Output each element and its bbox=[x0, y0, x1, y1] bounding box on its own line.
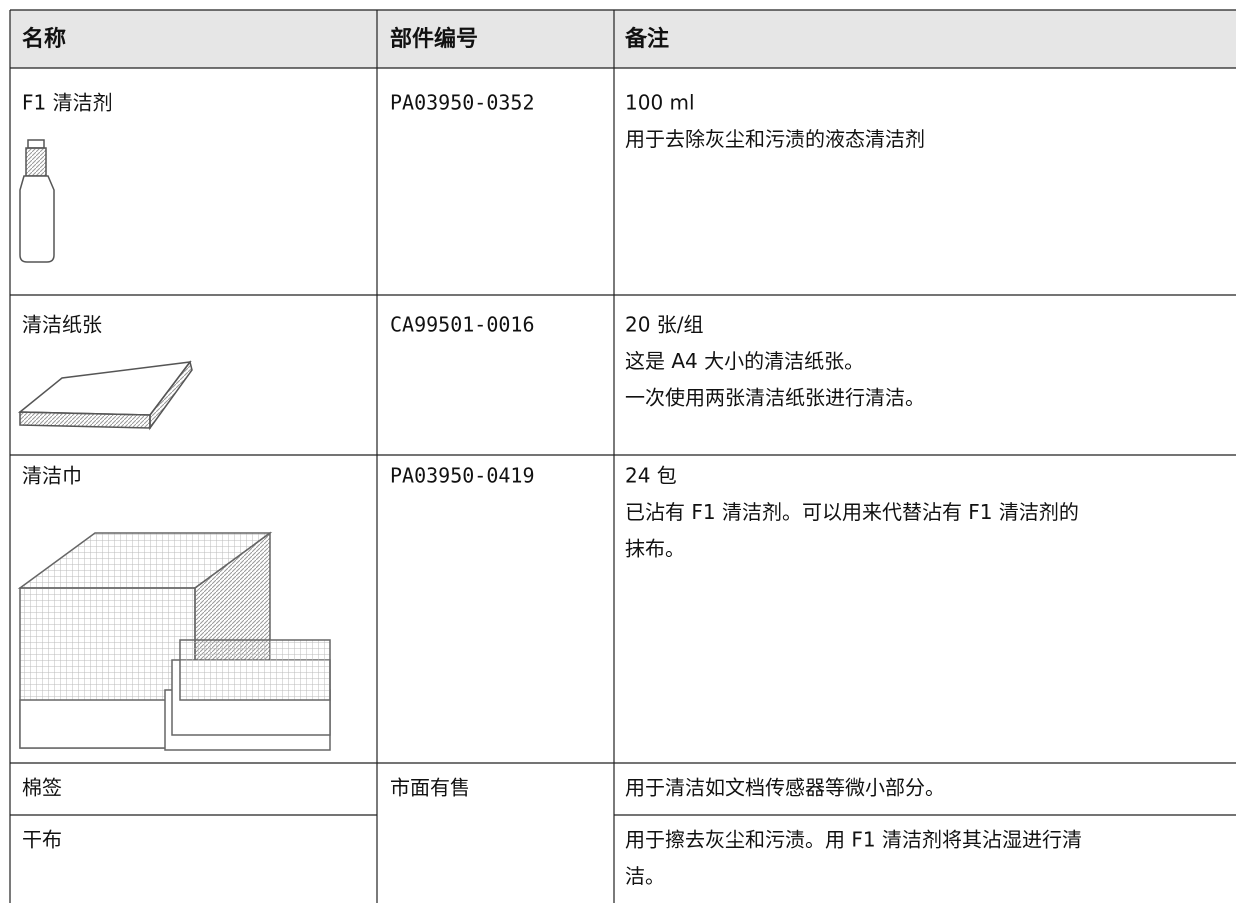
part-number: PA03950-0352 bbox=[390, 91, 535, 115]
note-line: 一次使用两张清洁纸张进行清洁。 bbox=[625, 386, 925, 410]
part-number: 市面有售 bbox=[390, 776, 470, 800]
note-line: 20 张/组 bbox=[625, 313, 704, 337]
note-line: 洁。 bbox=[625, 864, 665, 888]
part-number: CA99501-0016 bbox=[390, 313, 535, 337]
item-name: 棉签 bbox=[22, 776, 62, 800]
header-cell: 名称 bbox=[22, 26, 66, 52]
note-line: 100 ml bbox=[625, 91, 695, 115]
note-line: 用于清洁如文档传感器等微小部分。 bbox=[625, 776, 945, 800]
part-number: PA03950-0419 bbox=[390, 464, 535, 488]
note-line: 用于擦去灰尘和污渍。用 F1 清洁剂将其沾湿进行清 bbox=[625, 828, 1082, 852]
grid-lines bbox=[9, 9, 1236, 903]
note-line: 已沾有 F1 清洁剂。可以用来代替沾有 F1 清洁剂的 bbox=[625, 500, 1079, 524]
note-line: 用于去除灰尘和污渍的液态清洁剂 bbox=[625, 127, 925, 151]
item-name: F1 清洁剂 bbox=[22, 91, 113, 115]
note-line: 这是 A4 大小的清洁纸张。 bbox=[625, 349, 864, 373]
header-cell: 备注 bbox=[624, 26, 669, 52]
bottle-illustration bbox=[19, 139, 55, 263]
note-line: 抹布。 bbox=[625, 537, 685, 561]
item-name: 清洁巾 bbox=[22, 464, 82, 488]
paper-illustration bbox=[17, 360, 193, 431]
header-bg bbox=[10, 10, 1236, 68]
wipes-illustration bbox=[17, 531, 331, 751]
item-name: 干布 bbox=[22, 828, 62, 852]
item-name: 清洁纸张 bbox=[22, 313, 102, 337]
header-cell: 部件编号 bbox=[390, 26, 478, 52]
note-line: 24 包 bbox=[625, 464, 677, 488]
